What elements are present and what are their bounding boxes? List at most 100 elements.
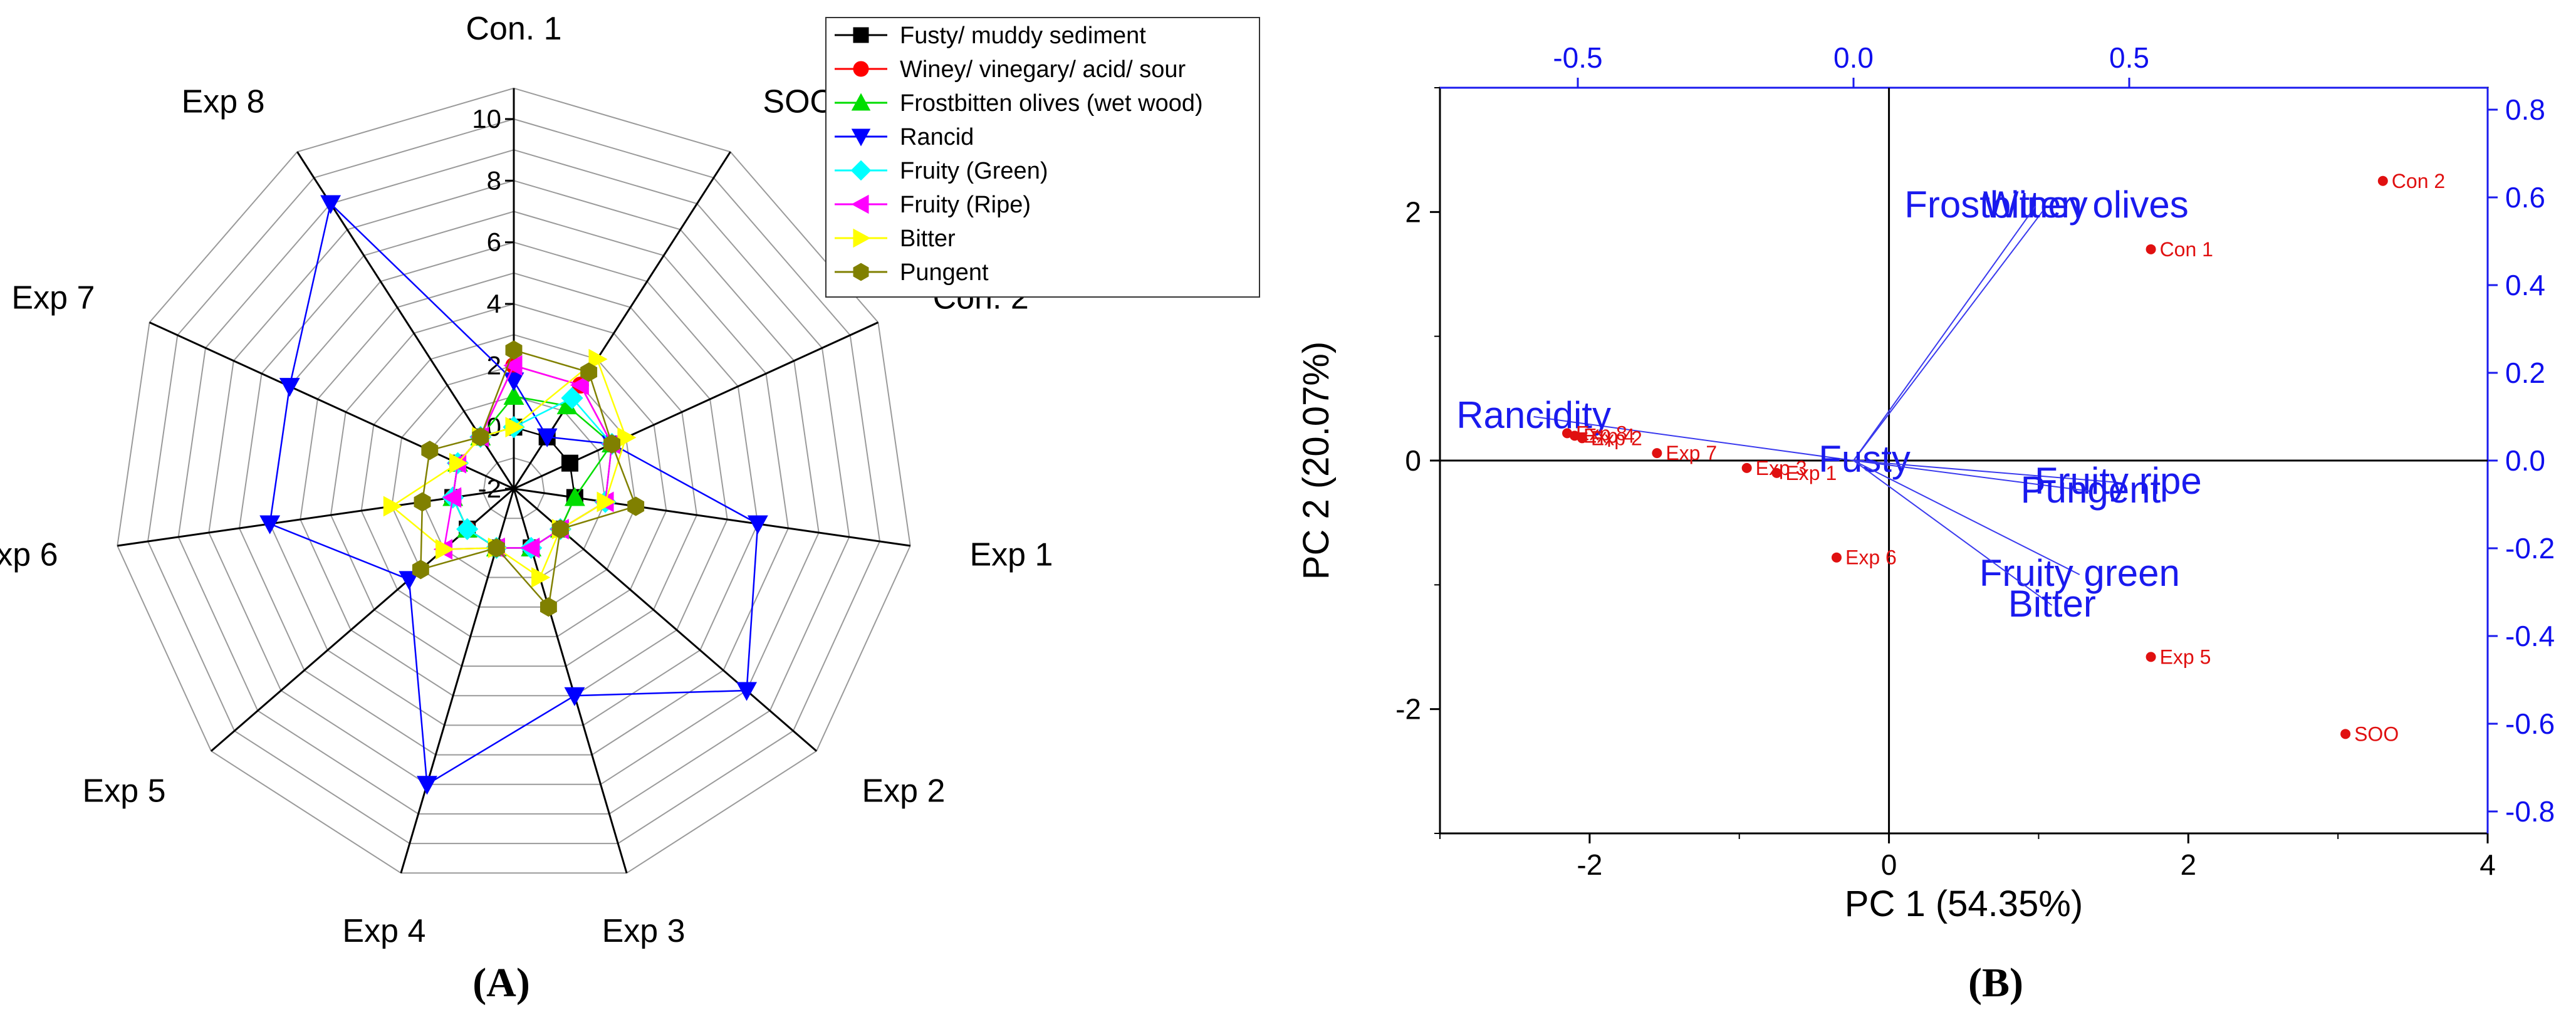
- loading-frostbitten-olives: Frostbitten olives: [1853, 184, 2189, 461]
- right-tick-label: 0.8: [2505, 93, 2545, 126]
- radar-series: [259, 195, 768, 795]
- radar-point: [597, 491, 616, 513]
- radar-point: [435, 539, 455, 560]
- right-tick-label: 0.0: [2505, 444, 2545, 477]
- observation-con-1: Con 1: [2146, 238, 2213, 261]
- x-tick-label: 4: [2480, 848, 2496, 881]
- radar-series-line: [390, 358, 627, 579]
- radar-point: [561, 387, 583, 409]
- radar-point: [747, 515, 768, 534]
- observation-label: Exp 5: [2160, 645, 2211, 668]
- radar-category-exp-6: Exp 6: [0, 537, 58, 573]
- observation-label: Exp 8: [1576, 422, 1627, 444]
- radar-point: [531, 567, 551, 588]
- radar-point: [736, 682, 758, 701]
- legend-label: Rancid: [900, 124, 974, 150]
- observation-point: [1831, 552, 1842, 563]
- observation-exp-7: Exp 7: [1652, 442, 1717, 464]
- radar-point: [421, 441, 439, 461]
- legend-label: Pungent: [900, 259, 989, 286]
- radar-point: [472, 427, 489, 447]
- legend-marker: [850, 160, 872, 181]
- legend-marker: [853, 228, 871, 248]
- legend-marker: [853, 263, 869, 281]
- observation-con-2: Con 2: [2377, 170, 2445, 192]
- radar-point: [417, 776, 437, 795]
- radar-grid-ring: [208, 180, 820, 785]
- legend-marker: [853, 61, 869, 77]
- radar-tick-label: 4: [487, 289, 501, 318]
- radar-point: [521, 537, 540, 558]
- radar-point: [456, 518, 479, 541]
- observation-label: Exp 7: [1666, 442, 1717, 464]
- pca-biplot: -2 0 2 4 2 0 -2 -0.5 0.0 0.5 0.8 0.6 0.4 0.2 0.0 -0.2 -0…: [1296, 41, 2555, 924]
- radar-category-exp-2: Exp 2: [862, 773, 946, 809]
- observation-label: Con 1: [2160, 238, 2213, 261]
- right-tick-label: -0.8: [2505, 795, 2555, 828]
- right-tick-label: -0.4: [2505, 620, 2555, 652]
- radar-grid-ring: [330, 303, 698, 667]
- radar-grid: [117, 87, 911, 874]
- legend-label: Frostbitten olives (wet wood): [900, 90, 1203, 117]
- loading-fruity-ripe: Fruity ripe: [1853, 460, 2202, 502]
- radar-point: [627, 496, 645, 516]
- legend-item: Winey/ vinegary/ acid/ sour: [835, 56, 1186, 83]
- radar-point: [617, 427, 637, 448]
- y-tick-label: -2: [1395, 693, 1421, 726]
- loading-label: Fusty: [1818, 438, 1911, 480]
- radar-category-exp-8: Exp 8: [182, 84, 265, 120]
- loading-label: Rancidity: [1456, 394, 1611, 436]
- observation-point: [1741, 462, 1752, 473]
- radar-grid-ring: [482, 457, 545, 519]
- loading-fruity-green: Fruity green: [1853, 460, 2180, 594]
- radar-category-exp-4: Exp 4: [342, 913, 425, 949]
- radar-grid-ring: [147, 118, 881, 845]
- top-tick-label: -0.5: [1553, 41, 1602, 74]
- radar-point: [488, 538, 505, 558]
- radar-point: [551, 519, 569, 539]
- observation-label: Exp 3: [1756, 457, 1807, 479]
- radar-category-exp-7: Exp 7: [11, 280, 95, 316]
- radar-grid-ring: [269, 241, 759, 726]
- radar-series-pungent: [412, 340, 645, 617]
- observation-point: [1771, 467, 1782, 478]
- radar-tick-label: -2: [478, 474, 501, 503]
- radar-series-line: [420, 349, 637, 609]
- right-tick-label: -0.6: [2505, 707, 2555, 740]
- radar-point: [259, 515, 281, 534]
- x-tick-label: 0: [1881, 848, 1897, 881]
- radar-point: [561, 454, 578, 472]
- radar-point: [570, 375, 589, 395]
- radar-point: [503, 385, 524, 405]
- radar-grid-ring: [238, 211, 790, 756]
- loading-label: Winey: [1983, 184, 2088, 226]
- radar-point: [412, 560, 429, 580]
- observation-exp-4: Exp 4: [1569, 424, 1635, 447]
- legend-label: Fruity (Green): [900, 158, 1048, 184]
- radar-category-soo: SOO: [763, 84, 835, 120]
- loading-fusty: Fusty: [1818, 438, 1911, 480]
- panel-label-b: (B): [1968, 960, 2023, 1006]
- loading-label: Bitter: [2008, 583, 2096, 625]
- observation-label: Exp 1: [1785, 462, 1837, 484]
- radar-point: [414, 492, 431, 512]
- radar-point: [564, 487, 585, 506]
- loading-winey: Winey: [1853, 184, 2088, 461]
- observation-point: [2146, 244, 2156, 254]
- observation-point: [1562, 428, 1573, 439]
- loading-label: Frostbitten olives: [1904, 184, 2189, 226]
- legend-marker: [851, 93, 871, 111]
- legend-marker: [851, 128, 871, 147]
- radar-point: [503, 355, 523, 376]
- radar-point: [505, 340, 523, 360]
- radar-grid-ring: [421, 395, 607, 578]
- loading-bitter: Bitter: [1853, 460, 2096, 625]
- legend-item: Bitter: [835, 226, 956, 252]
- loading-rancidity: Rancidity: [1456, 394, 1854, 461]
- observation-exp-5: Exp 5: [2146, 645, 2211, 668]
- radar-point: [279, 378, 300, 397]
